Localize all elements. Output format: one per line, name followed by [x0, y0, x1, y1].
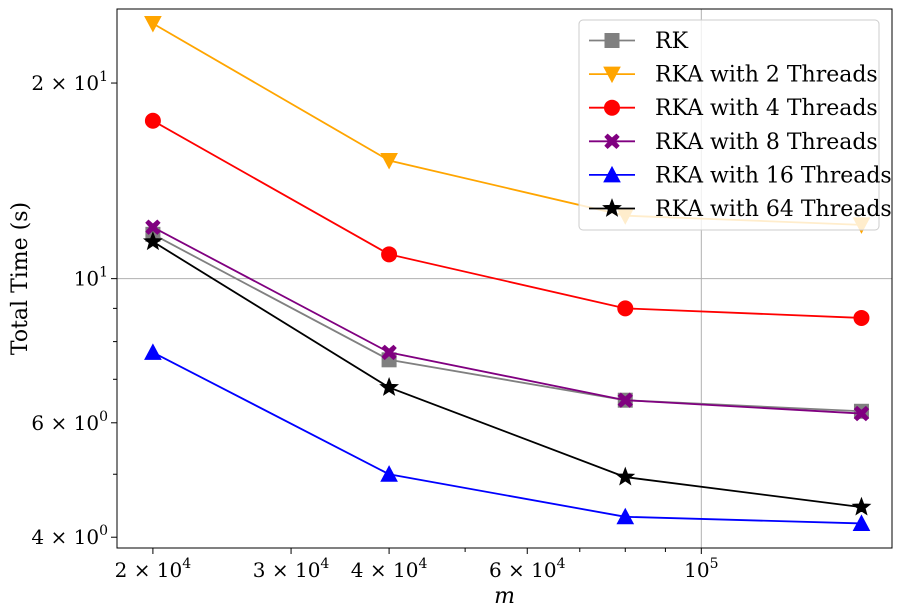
series-line [152, 233, 862, 413]
legend-marker [604, 99, 620, 116]
data-point [381, 344, 397, 361]
legend-item: RKA with 64 Threads [589, 197, 892, 222]
x-axis-ticks: 2 × 104 3 × 104 4 × 104 6 × 104 105 [115, 548, 719, 582]
x-tick-label: 4 × 104 [351, 556, 428, 582]
y-tick-label: 101 [74, 265, 108, 291]
minor-ticks [113, 307, 666, 552]
series-line [152, 226, 862, 415]
legend: RK RKA with 2 Threads RKA with 4 Threads RK… [578, 19, 892, 231]
data-point [144, 112, 161, 129]
legend-marker [603, 165, 621, 183]
y-tick-label: 4 × 100 [31, 523, 108, 549]
data-point [381, 246, 398, 263]
x-tick-label: 105 [684, 556, 718, 582]
legend-label: RKA with 2 Threads [655, 63, 878, 88]
legend-item: RKA with 2 Threads [589, 63, 878, 88]
data-point [852, 514, 871, 531]
legend-marker [604, 33, 620, 48]
series-3 [145, 219, 870, 422]
y-axis-title: Total Time (s) [8, 202, 33, 355]
legend-label: RKA with 8 Threads [655, 130, 878, 155]
data-point [142, 231, 163, 251]
series-lines [142, 15, 872, 531]
y-axis-ticks: 4 × 100 6 × 100 101 2 × 101 [31, 69, 117, 549]
series-line [152, 240, 862, 509]
legend-marker [604, 133, 620, 149]
x-tick-label: 6 × 104 [489, 556, 566, 582]
series-5 [142, 231, 872, 516]
series-2 [144, 112, 870, 326]
data-point [617, 392, 633, 408]
data-point [145, 219, 161, 235]
legend-box [578, 19, 880, 231]
y-tick-label: 6 × 100 [31, 409, 108, 435]
legend-item: RK [589, 29, 689, 54]
data-point [853, 309, 870, 326]
legend-label: RKA with 4 Threads [655, 96, 878, 121]
data-point [380, 152, 398, 170]
legend-marker [602, 198, 622, 217]
data-point [144, 343, 162, 360]
series-4 [144, 343, 871, 531]
series-line [152, 119, 862, 319]
data-point [144, 15, 162, 33]
legend-marker [603, 66, 621, 84]
data-point [616, 507, 635, 525]
data-point [615, 466, 636, 486]
x-tick-label: 3 × 104 [253, 556, 330, 582]
series-0 [145, 226, 869, 419]
legend-item: RKA with 16 Threads [589, 163, 892, 188]
data-point [851, 496, 872, 516]
data-point [379, 377, 399, 396]
legend-label: RK [655, 29, 689, 54]
y-tick-label: 2 × 101 [31, 69, 108, 95]
series-line [152, 351, 862, 525]
data-point [617, 300, 634, 317]
data-point [853, 405, 870, 422]
x-tick-label: 2 × 104 [115, 556, 192, 582]
legend-item: RKA with 8 Threads [589, 130, 878, 155]
legend-item: RKA with 4 Threads [589, 96, 878, 121]
legend-label: RKA with 16 Threads [655, 163, 892, 188]
legend-label: RKA with 64 Threads [655, 197, 892, 222]
x-axis-title: m [494, 584, 515, 609]
data-point [380, 465, 398, 482]
